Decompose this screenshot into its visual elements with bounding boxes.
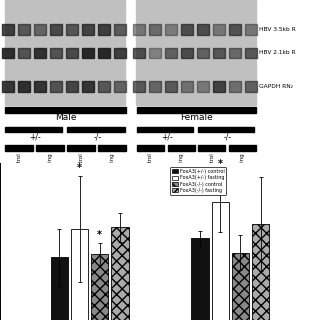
Bar [165,48,177,58]
Text: *: * [97,230,102,240]
Bar [50,48,62,58]
Bar [18,81,30,92]
Bar [229,48,241,58]
Bar [198,145,225,150]
Bar [168,145,195,150]
Bar [197,81,209,92]
Bar [18,24,30,35]
Bar [66,24,78,35]
Bar [99,145,126,150]
Bar [229,81,241,92]
Bar [137,107,256,113]
Bar [213,48,225,58]
Text: Control: Control [16,152,21,172]
Text: Control: Control [209,152,214,172]
Bar [198,127,254,132]
Text: *: * [218,159,223,170]
Bar [66,81,78,92]
Text: Female: Female [180,113,213,122]
Bar [82,48,94,58]
Bar [191,238,209,320]
Text: -/-: -/- [224,133,232,142]
Bar [71,229,88,320]
Bar [91,254,108,320]
Bar [98,81,110,92]
Text: *: * [77,163,82,172]
Bar [252,224,269,320]
Text: Male: Male [55,113,76,122]
Bar [212,202,229,320]
Bar [229,24,241,35]
Bar [245,48,257,58]
Bar [165,24,177,35]
Bar [197,24,209,35]
Text: Fasting: Fasting [110,152,115,172]
Text: +/-: +/- [29,133,41,142]
Text: Control: Control [148,152,153,172]
Bar [232,252,249,320]
Text: HBV 3.5kb R: HBV 3.5kb R [259,27,296,32]
Bar [34,24,46,35]
Bar [2,24,14,35]
Bar [51,257,68,320]
Bar [18,48,30,58]
Bar [245,24,257,35]
Bar [111,228,129,320]
Text: Fasting: Fasting [179,152,184,172]
Bar [50,24,62,35]
Bar [5,145,33,150]
Bar [133,81,145,92]
Text: Fasting: Fasting [47,152,52,172]
Bar [67,127,125,132]
Bar [197,48,209,58]
Bar [137,145,164,150]
Bar [149,81,161,92]
Bar [114,24,126,35]
Text: -/-: -/- [93,133,102,142]
Bar [5,127,62,132]
Text: +/-: +/- [161,133,172,142]
Bar [245,81,257,92]
Bar [137,127,193,132]
Bar [229,145,256,150]
Legend: FoxA3(+/-) control, FoxA3(+/-) fasting, FoxA3(-/-) control, FoxA3(-/-) fasting: FoxA3(+/-) control, FoxA3(+/-) fasting, … [171,167,226,195]
Bar [34,81,46,92]
Bar [165,81,177,92]
Bar [2,81,14,92]
Bar [136,0,256,106]
Bar [66,48,78,58]
Bar [5,0,125,106]
Bar [181,81,193,92]
Text: GAPDH RN₂: GAPDH RN₂ [259,84,293,89]
Bar [149,24,161,35]
Bar [34,48,46,58]
Text: Fasting: Fasting [240,152,245,172]
Bar [2,48,14,58]
Bar [181,48,193,58]
Bar [5,107,126,113]
Text: Control: Control [79,152,84,172]
Bar [98,48,110,58]
Bar [181,24,193,35]
Bar [213,81,225,92]
Bar [82,24,94,35]
Bar [50,81,62,92]
Bar [67,145,95,150]
Bar [36,145,64,150]
Text: HBV 2.1kb R: HBV 2.1kb R [259,50,296,55]
Bar [149,48,161,58]
Bar [133,48,145,58]
Bar [133,24,145,35]
Bar [114,48,126,58]
Bar [114,81,126,92]
Bar [82,81,94,92]
Bar [213,24,225,35]
Bar [98,24,110,35]
